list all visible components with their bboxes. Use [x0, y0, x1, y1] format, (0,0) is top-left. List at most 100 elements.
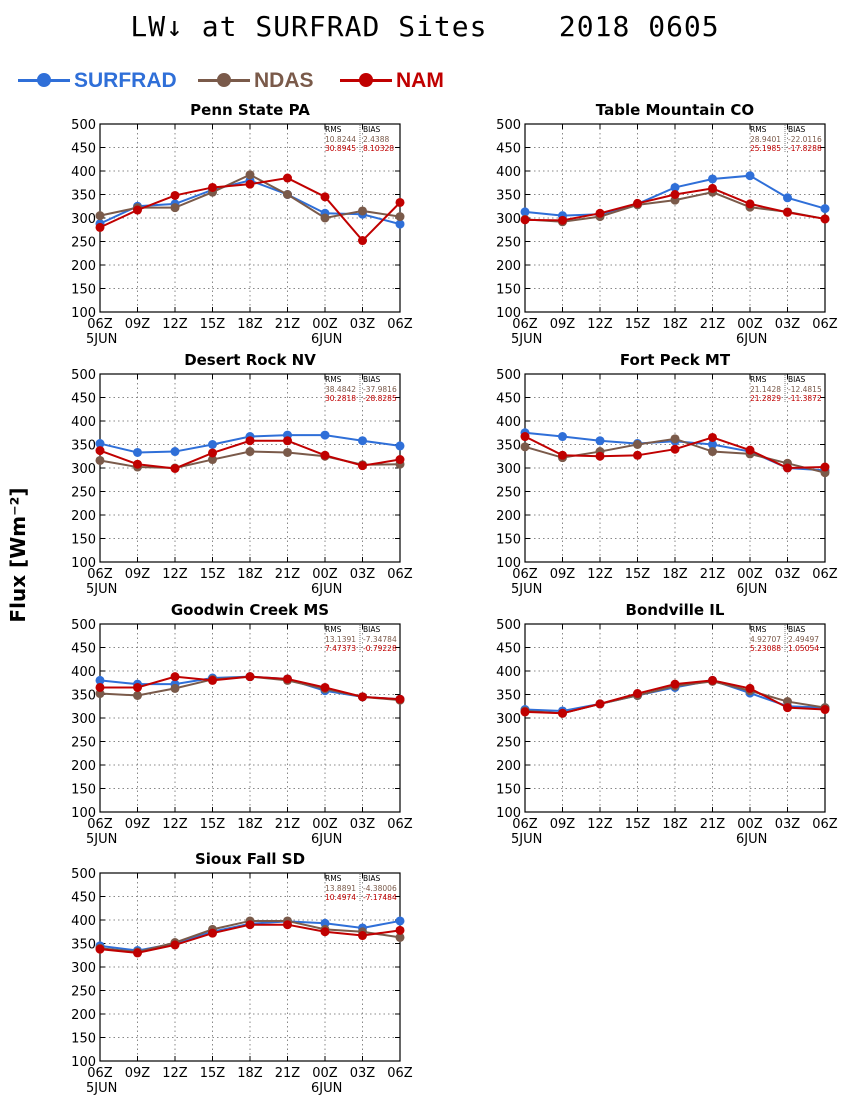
- y-tick-label-bondville-il: 300: [496, 712, 521, 727]
- y-tick-label-fort-peck-mt: 100: [496, 556, 521, 571]
- y-tick-label-table-mountain-co: 350: [496, 189, 521, 204]
- y-tick-label-goodwin-creek-ms: 250: [71, 736, 96, 751]
- data-point-ndas-penn-state-pa: [170, 203, 180, 213]
- x-tick-label-bondville-il: 21Z: [700, 817, 726, 832]
- x-tick-label-desert-rock-nv: 09Z: [125, 567, 151, 582]
- data-point-surfrad-penn-state-pa: [395, 219, 405, 229]
- data-point-nam-penn-state-pa: [320, 192, 330, 202]
- chart-sioux-fall-sd: Sioux Fall SD 100 150 200 250 300 350 400 450 500…: [71, 850, 413, 1096]
- x-tick-label-goodwin-creek-ms: 06Z: [87, 817, 113, 832]
- data-point-nam-desert-rock-nv: [95, 446, 105, 456]
- y-tick-label-table-mountain-co: 250: [496, 236, 521, 251]
- data-point-nam-sioux-fall-sd: [395, 925, 405, 935]
- y-tick-label-sioux-fall-sd: 300: [71, 961, 96, 976]
- y-tick-label-desert-rock-nv: 100: [71, 556, 96, 571]
- chart-fort-peck-mt: Fort Peck MT 100 150 200 250 300 350 400 450 500 0…: [496, 351, 838, 597]
- y-tick-label-sioux-fall-sd: 450: [71, 891, 96, 906]
- chart-table-mountain-co: Table Mountain CO 100 150 200 250 300 350 400 45…: [496, 101, 838, 347]
- stats-bias-value-table-mountain-co: -22.0116: [788, 135, 822, 144]
- y-tick-label-table-mountain-co: 150: [496, 283, 521, 298]
- x-tick-label-table-mountain-co: 09Z: [550, 317, 576, 332]
- data-point-surfrad-table-mountain-co: [745, 171, 755, 181]
- data-point-nam-sioux-fall-sd: [133, 948, 142, 958]
- x-tick-label-bondville-il: 12Z: [587, 817, 613, 832]
- data-point-nam-bondville-il: [595, 699, 605, 709]
- data-point-nam-desert-rock-nv: [133, 459, 142, 469]
- data-point-nam-penn-state-pa: [208, 182, 217, 192]
- chart-title-goodwin-creek-ms: Goodwin Creek MS: [171, 601, 329, 619]
- stats-header-bias-bondville-il: BIAS: [788, 625, 805, 634]
- y-tick-label-penn-state-pa: 250: [71, 236, 96, 251]
- y-tick-label-table-mountain-co: 450: [496, 142, 521, 157]
- stats-bias-value-penn-state-pa: 2.4388: [363, 135, 389, 144]
- data-point-nam-goodwin-creek-ms: [170, 672, 180, 682]
- y-tick-label-table-mountain-co: 300: [496, 212, 521, 227]
- y-tick-label-table-mountain-co: 100: [496, 306, 521, 321]
- data-point-surfrad-table-mountain-co: [708, 174, 717, 184]
- stats-header-rms-goodwin-creek-ms: RMS: [325, 625, 342, 634]
- stats-rms-value-table-mountain-co: 25.1985: [750, 144, 781, 153]
- x-tick-label-penn-state-pa: 12Z: [162, 317, 188, 332]
- y-tick-label-goodwin-creek-ms: 350: [71, 689, 96, 704]
- chart-title-fort-peck-mt: Fort Peck MT: [620, 351, 731, 369]
- data-point-ndas-fort-peck-mt: [670, 434, 680, 444]
- data-point-nam-table-mountain-co: [558, 215, 567, 225]
- data-point-nam-table-mountain-co: [520, 215, 530, 225]
- x-tick-label-fort-peck-mt: 15Z: [625, 567, 651, 582]
- stats-bias-value-table-mountain-co: -17.8288: [788, 144, 822, 153]
- x-tick-label-penn-state-pa: 03Z: [350, 317, 376, 332]
- data-point-nam-sioux-fall-sd: [283, 920, 292, 930]
- x-tick-label-sioux-fall-sd: 06Z: [87, 1066, 113, 1081]
- y-tick-label-bondville-il: 450: [496, 642, 521, 657]
- x-tick-label-fort-peck-mt: 12Z: [587, 567, 613, 582]
- y-tick-label-bondville-il: 400: [496, 665, 521, 680]
- data-point-ndas-goodwin-creek-ms: [170, 683, 180, 693]
- data-point-surfrad-fort-peck-mt: [595, 436, 605, 446]
- x-tick-label-goodwin-creek-ms: 18Z: [237, 817, 263, 832]
- chart-bondville-il: Bondville IL 100 150 200 250 300 350 400 450 500 0…: [496, 601, 838, 847]
- data-point-nam-sioux-fall-sd: [245, 920, 255, 930]
- y-tick-label-fort-peck-mt: 250: [496, 486, 521, 501]
- x-tick-label-desert-rock-nv: 15Z: [200, 567, 226, 582]
- data-point-surfrad-sioux-fall-sd: [395, 916, 405, 926]
- data-point-nam-desert-rock-nv: [208, 448, 217, 458]
- legend-marker-ndas: [217, 73, 231, 87]
- data-point-nam-fort-peck-mt: [595, 451, 605, 461]
- data-point-ndas-penn-state-pa: [320, 213, 330, 223]
- data-point-ndas-desert-rock-nv: [283, 447, 292, 457]
- data-point-nam-bondville-il: [633, 689, 642, 699]
- data-point-nam-penn-state-pa: [170, 190, 180, 200]
- x-tick-label-penn-state-pa: 15Z: [200, 317, 226, 332]
- y-tick-label-desert-rock-nv: 250: [71, 486, 96, 501]
- data-point-nam-goodwin-creek-ms: [95, 682, 105, 692]
- x-tick-label-sioux-fall-sd: 12Z: [162, 1066, 188, 1081]
- legend-label-nam: NAM: [396, 69, 444, 92]
- data-point-surfrad-desert-rock-nv: [95, 439, 105, 449]
- x-tick-label-goodwin-creek-ms: 09Z: [125, 817, 151, 832]
- data-point-surfrad-fort-peck-mt: [708, 440, 717, 449]
- stats-header-bias-sioux-fall-sd: BIAS: [363, 874, 380, 883]
- data-point-nam-bondville-il: [745, 683, 755, 693]
- date-label-bondville-il: 6JUN: [736, 832, 767, 847]
- data-point-ndas-sioux-fall-sd: [395, 932, 405, 942]
- data-point-nam-fort-peck-mt: [708, 432, 717, 442]
- y-tick-label-penn-state-pa: 450: [71, 142, 96, 157]
- data-point-surfrad-table-mountain-co: [783, 193, 792, 203]
- x-tick-label-sioux-fall-sd: 18Z: [237, 1066, 263, 1081]
- stats-bias-value-fort-peck-mt: -11.3872: [788, 394, 822, 403]
- data-point-surfrad-desert-rock-nv: [320, 430, 330, 440]
- stats-header-bias-fort-peck-mt: BIAS: [788, 375, 805, 384]
- data-point-nam-penn-state-pa: [133, 205, 142, 215]
- x-tick-label-penn-state-pa: 06Z: [87, 317, 113, 332]
- y-tick-label-desert-rock-nv: 450: [71, 392, 96, 407]
- data-point-nam-bondville-il: [820, 705, 830, 715]
- x-tick-label-goodwin-creek-ms: 12Z: [162, 817, 188, 832]
- y-tick-label-sioux-fall-sd: 100: [71, 1055, 96, 1070]
- data-point-nam-penn-state-pa: [95, 222, 105, 232]
- data-point-nam-table-mountain-co: [745, 199, 755, 209]
- stats-header-rms-penn-state-pa: RMS: [325, 125, 342, 134]
- data-point-nam-goodwin-creek-ms: [283, 674, 292, 684]
- x-tick-label-goodwin-creek-ms: 03Z: [350, 817, 376, 832]
- x-tick-label-table-mountain-co: 15Z: [625, 317, 651, 332]
- y-tick-label-fort-peck-mt: 500: [496, 368, 521, 383]
